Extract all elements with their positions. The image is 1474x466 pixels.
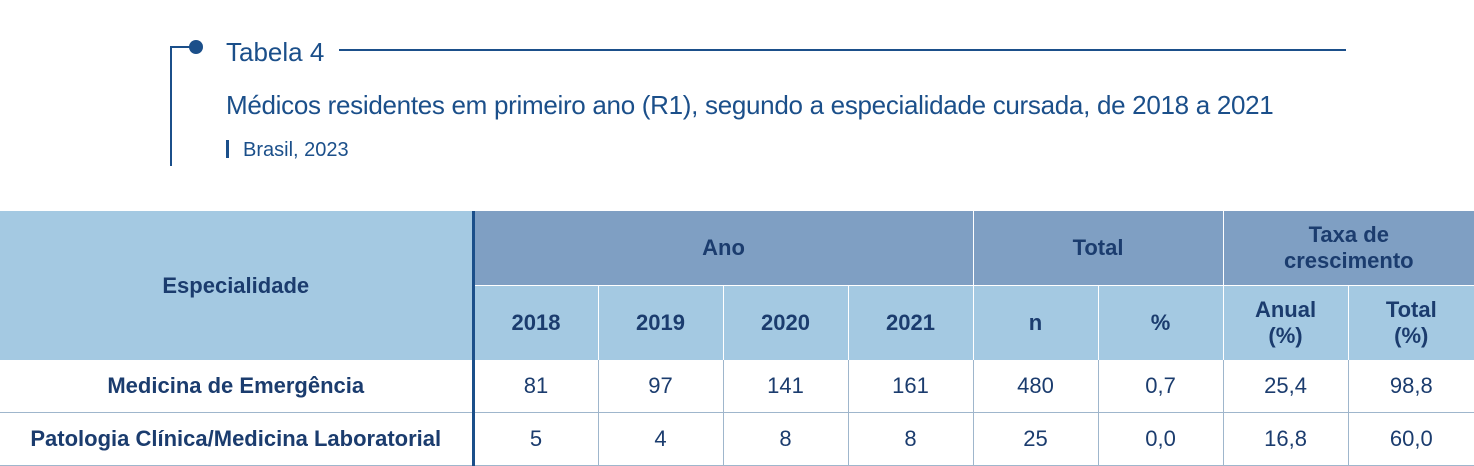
header-rule-right bbox=[339, 49, 1346, 51]
row-especialidade: Medicina de Emergência bbox=[0, 360, 475, 413]
table-number: Tabela 4 bbox=[226, 37, 325, 67]
bullet-dot-icon bbox=[189, 40, 203, 54]
col-header-2021: 2021 bbox=[848, 285, 974, 360]
table-title: Médicos residentes em primeiro ano (R1),… bbox=[226, 90, 1274, 120]
data-table: Especialidade Ano Total Taxa de crescime… bbox=[0, 211, 1474, 466]
cell-total-pct: 98,8 bbox=[1348, 360, 1474, 413]
cell-total-pct: 60,0 bbox=[1348, 412, 1474, 466]
col-header-anual-label: Anual (%) bbox=[1254, 297, 1317, 348]
cell-anual: 25,4 bbox=[1223, 360, 1349, 413]
col-header-anual: Anual (%) bbox=[1223, 285, 1349, 360]
col-header-especialidade: Especialidade bbox=[0, 211, 475, 360]
cell-2018: 81 bbox=[473, 360, 599, 413]
table-header: Tabela 4 Médicos residentes em primeiro … bbox=[0, 0, 1474, 180]
group-header-taxa: Taxa de crescimento bbox=[1223, 211, 1474, 286]
row-especialidade: Patologia Clínica/Medicina Laboratorial bbox=[0, 412, 475, 466]
subtitle-bar bbox=[226, 140, 229, 158]
header-vertical-rule bbox=[170, 46, 172, 166]
cell-n: 25 bbox=[973, 412, 1099, 466]
cell-n: 480 bbox=[973, 360, 1099, 413]
cell-2020: 141 bbox=[723, 360, 849, 413]
col-header-n: n bbox=[973, 285, 1099, 360]
group-header-total: Total bbox=[973, 211, 1224, 286]
group-header-taxa-label: Taxa de crescimento bbox=[1283, 222, 1414, 273]
table-row: Medicina de Emergência 81 97 141 161 480… bbox=[0, 360, 1474, 413]
col-header-2020: 2020 bbox=[723, 285, 849, 360]
group-header-ano: Ano bbox=[473, 211, 974, 286]
col-header-percent: % bbox=[1098, 285, 1224, 360]
table-subtitle: Brasil, 2023 bbox=[243, 139, 349, 161]
col-header-2019: 2019 bbox=[598, 285, 724, 360]
cell-percent: 0,0 bbox=[1098, 412, 1224, 466]
cell-2021: 161 bbox=[848, 360, 974, 413]
cell-2019: 4 bbox=[598, 412, 724, 466]
cell-percent: 0,7 bbox=[1098, 360, 1224, 413]
col-header-2018: 2018 bbox=[473, 285, 599, 360]
col-header-total-pct: Total (%) bbox=[1348, 285, 1474, 360]
cell-2018: 5 bbox=[473, 412, 599, 466]
header-rule-left bbox=[170, 46, 194, 48]
col-header-total-pct-label: Total (%) bbox=[1385, 297, 1437, 348]
cell-2021: 8 bbox=[848, 412, 974, 466]
table-row: Patologia Clínica/Medicina Laboratorial … bbox=[0, 412, 1474, 466]
cell-2020: 8 bbox=[723, 412, 849, 466]
cell-2019: 97 bbox=[598, 360, 724, 413]
cell-anual: 16,8 bbox=[1223, 412, 1349, 466]
